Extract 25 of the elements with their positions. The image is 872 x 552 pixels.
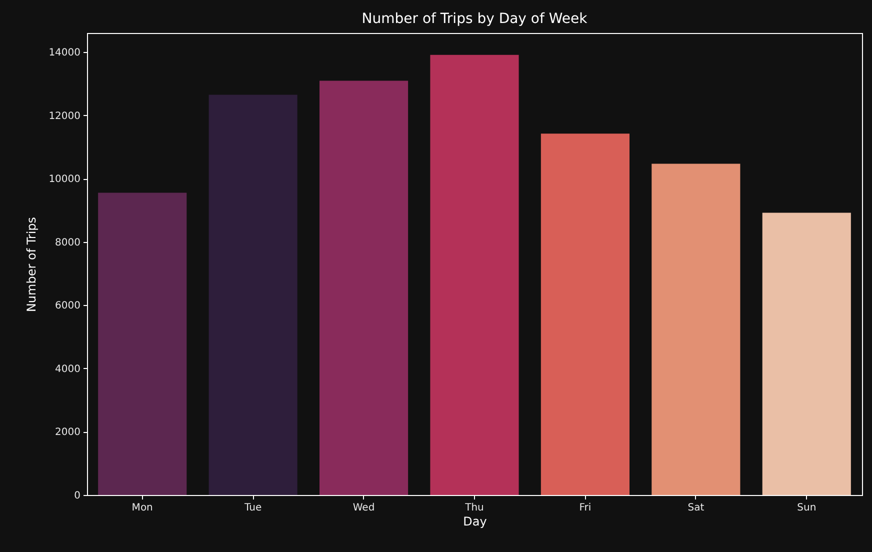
y-tick-label: 10000 (48, 174, 80, 186)
y-tick-label: 6000 (55, 300, 80, 312)
bar (98, 192, 187, 495)
bar (430, 54, 519, 495)
y-tick-label: 14000 (48, 47, 80, 58)
x-tick-label: Thu (464, 502, 484, 514)
y-tick-label: 2000 (55, 427, 80, 438)
bar (540, 134, 630, 495)
x-tick-label: Tue (244, 502, 262, 514)
y-tick-label: 0 (74, 490, 80, 502)
y-axis-title: Number of Trips (24, 216, 39, 312)
bar (320, 80, 408, 495)
bar (208, 94, 298, 495)
y-tick-label: 4000 (55, 364, 80, 375)
y-tick-label: 8000 (55, 237, 80, 248)
y-tick-label: 12000 (48, 110, 80, 122)
bar (762, 212, 851, 495)
x-tick-label: Wed (352, 502, 375, 514)
x-axis-title: Day (463, 514, 487, 528)
x-tick-label: Mon (132, 502, 153, 514)
chart-title: Number of Trips by Day of Week (362, 11, 588, 27)
x-tick-label: Sun (797, 502, 816, 514)
x-tick-label: Fri (579, 502, 592, 514)
x-tick-label: Sat (688, 502, 704, 514)
bar (652, 164, 740, 495)
